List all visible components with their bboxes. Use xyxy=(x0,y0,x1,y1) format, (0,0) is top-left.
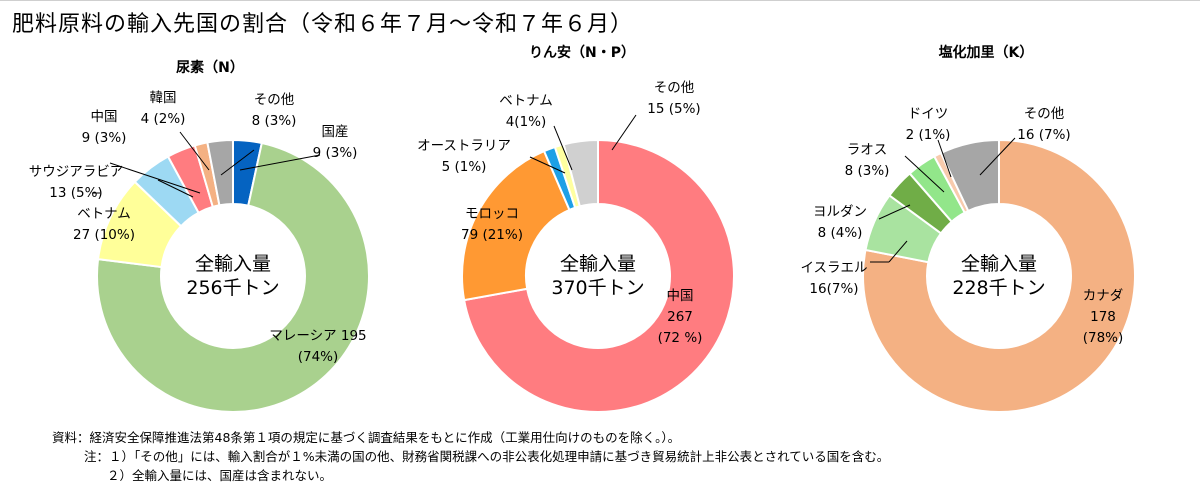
note-2: ２）全輸入量には、国産は含まれない。 xyxy=(107,468,333,483)
slice-label: その他 xyxy=(254,92,295,108)
leader-line xyxy=(937,139,952,178)
slice-label: イスラエル xyxy=(800,260,867,276)
slice-label: 国産 xyxy=(322,124,349,140)
slice-label: ヨルダン xyxy=(813,204,867,220)
slice-その他 xyxy=(939,138,1000,213)
slice-label: ベトナム xyxy=(77,206,131,222)
slice-label: ドイツ xyxy=(908,106,949,122)
leader-line xyxy=(888,240,908,263)
slice-label: 韓国 xyxy=(150,90,177,106)
leader-line xyxy=(157,179,194,198)
slice-label: 中国 xyxy=(667,288,694,304)
slice-label: 79 (21%) xyxy=(461,227,523,243)
leader-line xyxy=(904,155,945,193)
center-label: 全輸入量 xyxy=(195,253,271,275)
center-label: 256千トン xyxy=(186,277,279,299)
slice-label: モロッコ xyxy=(465,206,519,222)
note-1: 注：１）「その他」には、輸入割合が１%未満の国の他、財務省関税課への非公表化処理… xyxy=(84,449,890,464)
slice-label: オーストラリア xyxy=(417,138,511,154)
page-title: 肥料原料の輸入先国の割合（令和６年７月～令和７年６月） xyxy=(12,12,634,37)
center-label: 全輸入量 xyxy=(560,253,636,275)
slice-label: 9 (3%) xyxy=(82,130,127,146)
leader-line xyxy=(979,137,1016,176)
slice-label: 178 xyxy=(1090,309,1116,325)
slice-label: 16(7%) xyxy=(809,281,858,297)
slice-カナダ xyxy=(862,138,1136,413)
leader-line xyxy=(553,125,573,171)
chart-title: 塩化加里（K） xyxy=(939,44,1034,61)
donut-chart-3: 塩化加里（K） 全輸入量228千トンカナダ 178 (78%) イスラエル 16(7%) ヨ… xyxy=(800,44,1136,413)
slice-label: マレーシア 195 xyxy=(269,328,366,344)
slice-label: 5 (1%) xyxy=(442,159,487,175)
slice-label: 中国 xyxy=(91,109,118,125)
leader-line xyxy=(611,114,637,151)
slice-label: (74%) xyxy=(298,349,339,365)
center-label: 全輸入量 xyxy=(961,253,1037,275)
slice-その他 xyxy=(206,138,234,207)
slice-label: 8 (4%) xyxy=(818,225,863,241)
top-border xyxy=(0,0,1200,1)
slice-label: (72 %) xyxy=(658,330,703,346)
slice-label: 16 (7%) xyxy=(1017,127,1070,143)
leader-line xyxy=(878,204,911,220)
slice-label: カナダ xyxy=(1083,288,1124,304)
donut-chart-2: りん安（N・P） 全輸入量370千トン中国 267 (72 %) モロッコ 79 (21%… xyxy=(417,44,735,413)
slice-label: 2 (1%) xyxy=(906,127,951,143)
slice-label: その他 xyxy=(654,80,695,96)
slice-マレーシア xyxy=(96,141,370,413)
slice-label: サウジアラビア xyxy=(29,164,124,180)
center-label: 370千トン xyxy=(551,277,644,299)
source-note: 資料：経済安全保障推進法第48条第１項の規定に基づく調査結果をもとに作成（工業用… xyxy=(52,430,681,445)
slice-label: 15 (5%) xyxy=(647,101,700,117)
leader-line xyxy=(239,154,321,171)
slice-label: ラオス xyxy=(847,142,888,158)
slice-label: 8 (3%) xyxy=(252,113,297,129)
leader-line xyxy=(220,149,255,176)
footnotes: 資料：経済安全保障推進法第48条第１項の規定に基づく調査結果をもとに作成（工業用… xyxy=(52,428,889,485)
slice-label: 4 (2%) xyxy=(141,111,186,127)
slice-label: 9 (3%) xyxy=(313,145,358,161)
chart-title: りん安（N・P） xyxy=(529,44,635,61)
slice-label: 27 (10%) xyxy=(73,227,135,243)
slice-label: 267 xyxy=(667,309,693,325)
slice-中国 xyxy=(462,138,735,413)
leader-line xyxy=(179,131,210,171)
center-label: 228千トン xyxy=(952,277,1045,299)
slice-label: その他 xyxy=(1024,106,1065,122)
slice-モロッコ xyxy=(461,149,571,302)
slice-label: 8 (3%) xyxy=(845,163,890,179)
slice-label: ベトナム xyxy=(499,93,553,109)
chart-title: 尿素（N） xyxy=(176,59,244,76)
slice-label: 4(1%) xyxy=(506,114,547,130)
slice-label: (78%) xyxy=(1083,330,1124,346)
slice-その他 xyxy=(562,138,599,208)
leader-line xyxy=(109,162,201,194)
slice-label: 13 (5%) xyxy=(49,185,102,201)
leader-line xyxy=(529,156,566,174)
